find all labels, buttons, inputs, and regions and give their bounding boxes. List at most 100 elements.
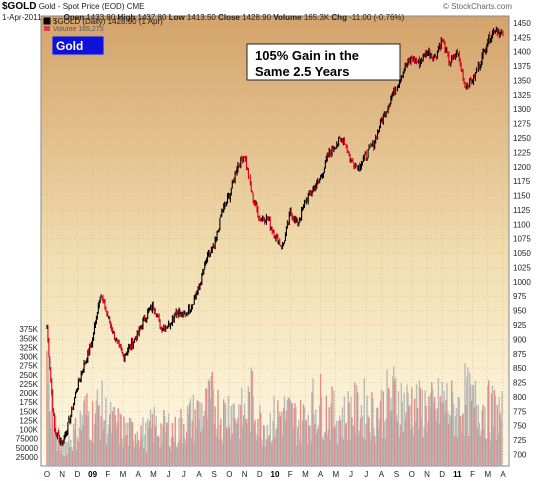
y-tick-label: 775 <box>513 407 527 416</box>
volume-bar <box>340 436 343 466</box>
volume-bar <box>134 434 137 466</box>
volume-bar <box>273 396 275 466</box>
volume-bar <box>258 435 260 466</box>
volume-bar <box>126 434 128 466</box>
volume-value: 165.3K <box>303 13 330 22</box>
volume-bar <box>175 446 177 466</box>
volume-bar <box>406 384 408 466</box>
volume-bar <box>88 411 90 466</box>
y-tick-label: 900 <box>513 335 527 344</box>
volume-bar <box>51 388 53 466</box>
volume-bar <box>69 446 71 466</box>
volume-bar <box>452 403 455 466</box>
volume-bar <box>156 436 158 466</box>
description: Gold - Spot Price (EOD) <box>38 2 125 11</box>
volume-bar <box>365 423 367 466</box>
volume-bar <box>128 417 131 466</box>
volume-bar <box>166 423 169 466</box>
x-tick-label: N <box>242 470 248 479</box>
volume-bar <box>65 441 67 466</box>
x-tick-label: A <box>136 470 142 479</box>
volume-tick-label: 100K <box>19 426 38 435</box>
volume-bar <box>301 420 304 466</box>
volume-bar <box>332 427 334 466</box>
volume-bar <box>321 436 324 466</box>
volume-bar <box>147 418 149 466</box>
volume-bar <box>484 406 486 466</box>
volume-bar <box>83 400 85 466</box>
volume-bar <box>240 405 242 466</box>
volume-bar <box>237 417 239 466</box>
volume-bar <box>425 405 427 466</box>
volume-bar <box>377 429 380 466</box>
volume-bar <box>218 440 220 466</box>
volume-bar <box>491 385 494 466</box>
x-tick-label: N <box>59 470 65 479</box>
volume-bar <box>245 418 248 466</box>
x-tick-label: M <box>332 470 339 479</box>
volume-bar <box>480 430 482 466</box>
volume-bar <box>291 403 293 466</box>
volume-bar <box>257 418 259 466</box>
x-tick-label: A <box>500 470 506 479</box>
volume-bar <box>347 391 349 466</box>
x-tick-label: M <box>302 470 309 479</box>
volume-bar <box>154 426 156 466</box>
volume-bar <box>331 386 333 466</box>
y-tick-label: 1275 <box>513 120 531 129</box>
volume-bar <box>105 397 107 466</box>
volume-bar <box>192 394 194 466</box>
volume-bar <box>477 404 479 466</box>
volume-bar <box>64 444 66 466</box>
volume-bar <box>82 425 84 466</box>
volume-bar <box>495 439 498 466</box>
volume-bar <box>427 421 429 466</box>
volume-bar <box>317 428 319 466</box>
volume-bar <box>185 431 188 466</box>
volume-bar <box>115 427 118 466</box>
volume-bar <box>159 448 161 466</box>
volume-bar <box>122 446 124 466</box>
volume-bar <box>127 422 129 466</box>
volume-bar <box>467 367 469 466</box>
volume-bar <box>49 411 51 466</box>
volume-bar <box>399 424 402 466</box>
volume-bar <box>145 422 147 466</box>
volume-bar <box>478 422 480 466</box>
volume-bar <box>52 411 54 466</box>
volume-bar <box>470 384 472 466</box>
volume-bar <box>251 370 253 466</box>
volume-bar <box>133 446 136 466</box>
volume-bar <box>472 384 475 466</box>
volume-bar <box>151 413 154 466</box>
volume-bar <box>290 402 292 466</box>
volume-bar <box>442 402 444 466</box>
volume-bar <box>327 429 329 466</box>
volume-bar <box>74 417 77 466</box>
volume-bar <box>337 420 340 466</box>
volume-bar <box>208 381 211 466</box>
volume-bar <box>315 409 317 466</box>
volume-bar <box>344 424 346 466</box>
volume-bar <box>346 440 348 466</box>
volume-bar <box>359 417 362 466</box>
y-tick-label: 950 <box>513 307 527 316</box>
volume-bar <box>224 403 227 466</box>
volume-bar <box>178 417 180 466</box>
volume-bar <box>196 400 198 466</box>
volume-bar <box>228 426 231 466</box>
volume-bar <box>475 405 478 466</box>
volume-bar <box>260 412 262 466</box>
volume-bar <box>363 377 365 466</box>
volume-bar <box>482 404 484 466</box>
volume-bar <box>351 417 353 466</box>
annotation-line-1: 105% Gain in the <box>255 48 359 63</box>
volume-bar <box>101 380 103 466</box>
volume-bar <box>437 378 440 466</box>
y-tick-label: 1200 <box>513 163 531 172</box>
y-tick-label: 1125 <box>513 206 531 215</box>
volume-bar <box>342 439 345 466</box>
volume-bar <box>449 414 451 466</box>
volume-bar <box>125 423 127 466</box>
volume-bar <box>446 383 448 466</box>
